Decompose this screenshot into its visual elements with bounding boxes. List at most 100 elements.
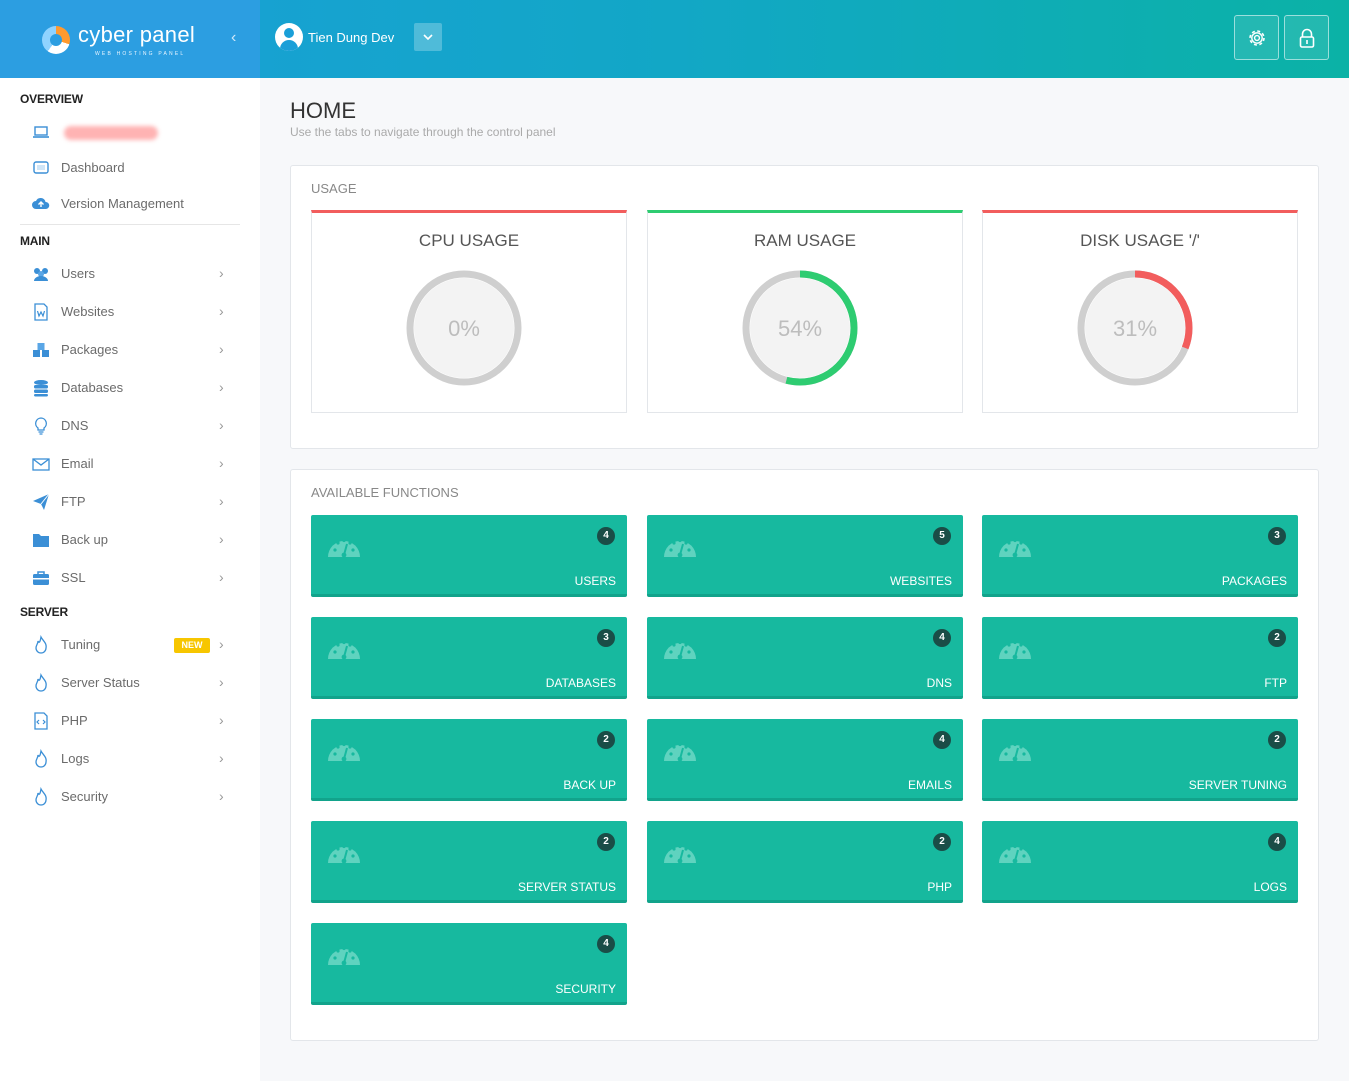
tile-label: USERS [574,574,616,588]
sidebar-item-security[interactable]: Security › [20,782,240,812]
sidebar-item-email[interactable]: Email › [20,449,240,479]
speedometer-icon [328,742,360,762]
sidebar-item-label: SSL [61,570,86,585]
sidebar: OVERVIEW Dashboard Version Management MA… [0,78,260,1081]
speedometer-icon [664,742,696,762]
chevron-right-icon: › [219,531,224,547]
cyberpanel-logo-icon [42,26,70,54]
count-badge: 3 [597,629,615,647]
usage-gauge: 31% [1077,270,1193,386]
speedometer-icon-wrap [326,737,362,768]
gauge-percent-label: 31% [1113,316,1157,341]
function-tile-databases[interactable]: 3 DATABASES [311,617,627,699]
sidebar-item-label: Databases [61,380,124,395]
speedometer-icon-wrap [326,839,362,870]
function-tile-back-up[interactable]: 2 BACK UP [311,719,627,801]
count-badge: 2 [1268,731,1286,749]
function-tile-php[interactable]: 2 PHP [647,821,963,903]
sidebar-item-logs[interactable]: Logs › [20,744,240,774]
function-tile-websites[interactable]: 5 WEBSITES [647,515,963,597]
count-badge: 4 [933,629,951,647]
logo-subtitle: WEB HOSTING PANEL [95,51,186,57]
usage-card-title: DISK USAGE '/' [1080,231,1200,250]
sidebar-item-websites[interactable]: Websites › [20,297,240,327]
speedometer-icon-wrap [326,533,362,564]
sidebar-item-label: DNS [61,418,89,433]
sidebar-item-dashboard[interactable]: Dashboard [20,153,240,183]
speedometer-icon [999,742,1031,762]
user-avatar-icon[interactable] [275,23,303,51]
sidebar-item-php[interactable]: PHP › [20,706,240,736]
usage-card: RAM USAGE 54% [647,210,963,413]
count-badge: 2 [933,833,951,851]
tile-label: LOGS [1253,880,1287,894]
usage-card-title: RAM USAGE [753,231,857,250]
function-tile-dns[interactable]: 4 DNS [647,617,963,699]
count-badge: 4 [597,527,615,545]
sidebar-item-label: PHP [61,713,88,728]
speedometer-icon-wrap [997,737,1033,768]
sidebar-item-version-management[interactable]: Version Management [20,189,240,219]
function-tile-logs[interactable]: 4 LOGS [982,821,1298,903]
logo-area[interactable]: cyber panel WEB HOSTING PANEL ‹ [0,0,260,78]
chevron-right-icon: › [219,417,224,433]
chevron-right-icon: › [219,712,224,728]
database-icon [34,380,48,397]
sidebar-item-databases[interactable]: Databases › [20,373,240,403]
count-badge: 4 [1268,833,1286,851]
function-tile-server-status[interactable]: 2 SERVER STATUS [311,821,627,903]
user-dropdown-button[interactable] [414,23,442,51]
usage-gauge: 54% [742,270,858,386]
settings-button[interactable] [1234,15,1279,60]
sidebar-section-main: MAIN [20,234,50,248]
sidebar-item-backup[interactable]: Back up › [20,525,240,555]
function-tile-users[interactable]: 4 USERS [311,515,627,597]
speedometer-icon [999,538,1031,558]
chevron-right-icon: › [219,493,224,509]
function-tile-server-tuning[interactable]: 2 SERVER TUNING [982,719,1298,801]
chevron-right-icon: › [219,341,224,357]
sidebar-item-ftp[interactable]: FTP › [20,487,240,517]
speedometer-icon [999,844,1031,864]
gauge-value-arc [742,270,858,386]
function-tile-emails[interactable]: 4 EMAILS [647,719,963,801]
sidebar-item-packages[interactable]: Packages › [20,335,240,365]
redacted-hostname [64,126,158,140]
speedometer-icon [664,844,696,864]
gauge-inner [750,278,850,378]
sidebar-item-label: Version Management [61,196,184,211]
tile-label: SECURITY [555,982,616,996]
speedometer-icon-wrap [997,839,1033,870]
sidebar-item-dns[interactable]: DNS › [20,411,240,441]
fire-icon [35,787,47,806]
sidebar-item-label: Dashboard [61,160,125,175]
function-tile-ftp[interactable]: 2 FTP [982,617,1298,699]
speedometer-icon-wrap [326,635,362,666]
speedometer-icon [664,640,696,660]
lock-button[interactable] [1284,15,1329,60]
sidebar-item-tuning[interactable]: Tuning NEW › [20,630,240,660]
count-badge: 3 [1268,527,1286,545]
sidebar-item-server-status[interactable]: Server Status › [20,668,240,698]
sidebar-item-hostname[interactable] [20,118,240,148]
sidebar-section-server: SERVER [20,605,68,619]
tile-label: SERVER STATUS [517,880,616,894]
sidebar-item-label: Websites [61,304,115,319]
sidebar-item-label: Email [61,456,94,471]
sidebar-item-label: Logs [61,751,90,766]
sidebar-item-users[interactable]: Users › [20,259,240,289]
chevron-right-icon: › [219,265,224,281]
speedometer-icon [664,538,696,558]
code-file-icon [34,712,48,730]
gauge-value-arc [1077,270,1193,386]
chevron-right-icon: › [219,379,224,395]
gauge-percent-label: 54% [778,316,822,341]
speedometer-icon [328,946,360,966]
function-tile-packages[interactable]: 3 PACKAGES [982,515,1298,597]
sidebar-collapse-icon[interactable]: ‹ [231,29,237,46]
speedometer-icon-wrap [662,839,698,870]
sidebar-item-ssl[interactable]: SSL › [20,563,240,593]
users-icon [34,268,48,281]
function-tile-security[interactable]: 4 SECURITY [311,923,627,1005]
user-name[interactable]: Tien Dung Dev [308,30,395,45]
